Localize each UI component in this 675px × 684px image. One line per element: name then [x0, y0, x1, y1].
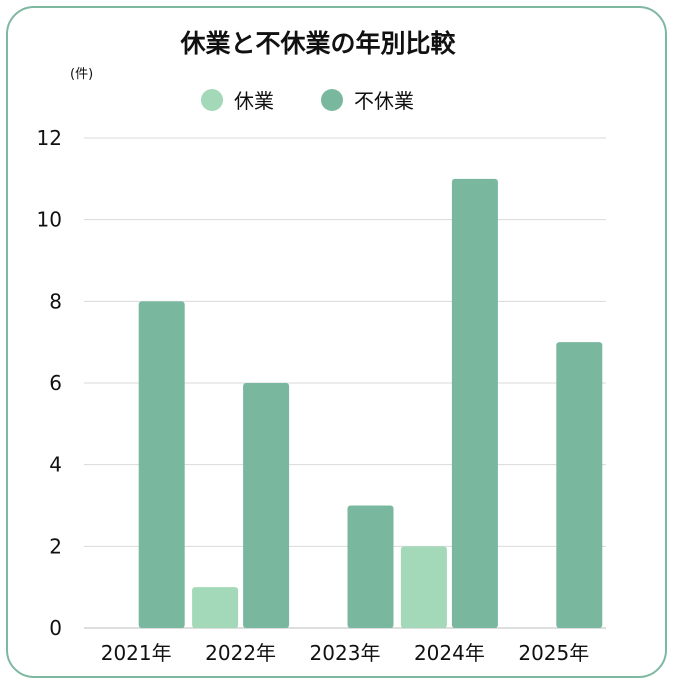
y-tick-label: 4	[49, 453, 62, 477]
y-tick-label: 8	[49, 289, 62, 313]
legend-label-kyugyo: 休業	[234, 89, 274, 113]
bar-fukyugyo	[243, 383, 290, 628]
x-tick-label: 2022年	[205, 641, 276, 665]
bar-fukyugyo	[556, 342, 603, 628]
legend-swatch-kyugyo	[201, 89, 223, 111]
x-tick-label: 2024年	[414, 641, 485, 665]
x-tick-label: 2023年	[310, 641, 381, 665]
chart-title: 休業と不休業の年別比較	[179, 29, 456, 58]
x-axis-ticks: 2021年 2022年 2023年 2024年 2025年	[101, 641, 590, 665]
x-tick-label: 2021年	[101, 641, 172, 665]
y-tick-label: 10	[37, 208, 62, 232]
bar-kyugyo	[192, 587, 239, 628]
legend-label-fukyugyo: 不休業	[354, 89, 414, 113]
bar-fukyugyo	[138, 301, 185, 628]
y-tick-label: 12	[37, 126, 62, 150]
y-tick-label: 6	[49, 371, 62, 395]
legend: 休業 不休業	[201, 89, 414, 113]
bar-kyugyo	[400, 546, 447, 628]
y-axis-ticks: 0 2 4 6 8 10 12	[37, 126, 62, 640]
legend-swatch-fukyugyo	[321, 89, 343, 111]
x-tick-label: 2025年	[518, 641, 589, 665]
y-tick-label: 0	[49, 616, 62, 640]
bar-fukyugyo	[347, 505, 394, 628]
y-unit-label: (件)	[70, 67, 93, 82]
bar-fukyugyo	[451, 178, 498, 629]
bars	[138, 178, 603, 629]
y-tick-label: 2	[49, 534, 62, 558]
